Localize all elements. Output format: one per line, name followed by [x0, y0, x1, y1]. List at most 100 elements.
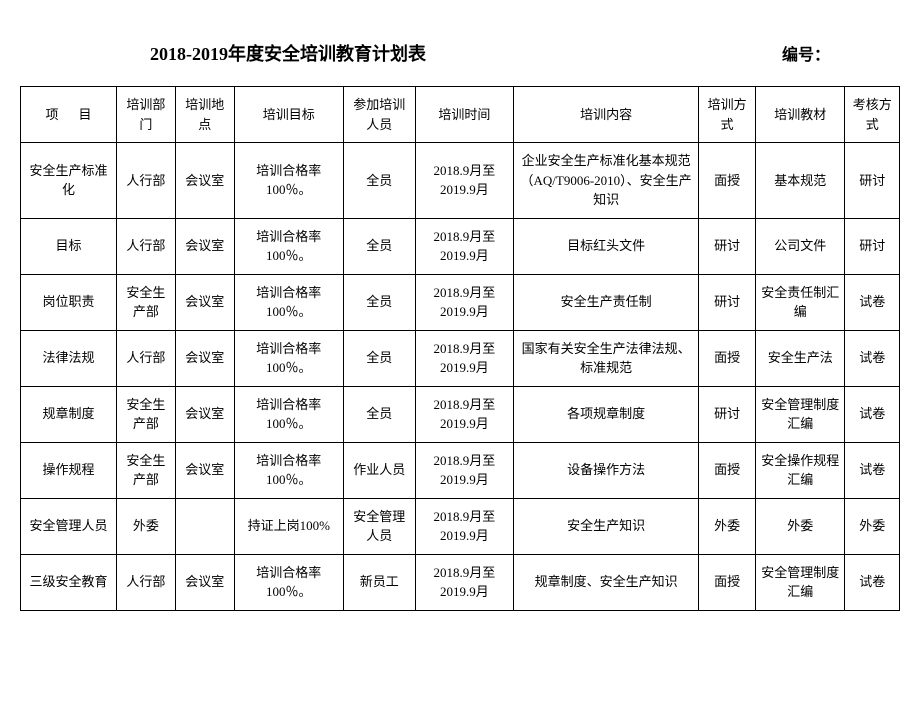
cell-time: 2018.9月至2019.9月 — [415, 442, 513, 498]
col-header-location: 培训地点 — [175, 87, 234, 143]
cell-material: 安全责任制汇编 — [756, 274, 845, 330]
col-header-assessment: 考核方式 — [845, 87, 900, 143]
page-title: 2018-2019年度安全培训教育计划表 — [150, 40, 426, 66]
cell-project: 三级安全教育 — [21, 554, 117, 610]
cell-goal: 培训合格率100％。 — [234, 554, 343, 610]
cell-time: 2018.9月至2019.9月 — [415, 218, 513, 274]
cell-content: 企业安全生产标准化基本规范（AQ/T9006-2010）、安全生产知识 — [513, 143, 698, 219]
cell-content: 规章制度、安全生产知识 — [513, 554, 698, 610]
cell-material: 安全管理制度汇编 — [756, 554, 845, 610]
doc-number-label: 编号： — [782, 47, 830, 64]
cell-goal: 培训合格率100％。 — [234, 330, 343, 386]
col-header-content: 培训内容 — [513, 87, 698, 143]
training-plan-table: 项目 培训部门 培训地点 培训目标 参加培训人员 培训时间 培训内容 培训方式 … — [20, 86, 900, 611]
cell-assessment: 外委 — [845, 498, 900, 554]
table-body: 安全生产标准化 人行部 会议室 培训合格率100％。 全员 2018.9月至20… — [21, 143, 900, 611]
cell-goal: 培训合格率100％。 — [234, 218, 343, 274]
cell-attendees: 作业人员 — [343, 442, 415, 498]
cell-attendees: 全员 — [343, 330, 415, 386]
cell-content: 各项规章制度 — [513, 386, 698, 442]
cell-assessment: 试卷 — [845, 442, 900, 498]
cell-location: 会议室 — [175, 330, 234, 386]
cell-dept: 人行部 — [116, 554, 175, 610]
cell-project: 法律法规 — [21, 330, 117, 386]
cell-time: 2018.9月至2019.9月 — [415, 498, 513, 554]
cell-content: 目标红头文件 — [513, 218, 698, 274]
cell-dept: 外委 — [116, 498, 175, 554]
cell-assessment: 研讨 — [845, 218, 900, 274]
table-row: 岗位职责 安全生产部 会议室 培训合格率100％。 全员 2018.9月至201… — [21, 274, 900, 330]
cell-material: 安全操作规程汇编 — [756, 442, 845, 498]
cell-time: 2018.9月至2019.9月 — [415, 554, 513, 610]
table-row: 目标 人行部 会议室 培训合格率100％。 全员 2018.9月至2019.9月… — [21, 218, 900, 274]
col-header-dept: 培训部门 — [116, 87, 175, 143]
cell-attendees: 新员工 — [343, 554, 415, 610]
cell-time: 2018.9月至2019.9月 — [415, 274, 513, 330]
cell-project: 操作规程 — [21, 442, 117, 498]
cell-time: 2018.9月至2019.9月 — [415, 143, 513, 219]
col-header-attendees: 参加培训人员 — [343, 87, 415, 143]
cell-content: 安全生产责任制 — [513, 274, 698, 330]
cell-goal: 培训合格率100％。 — [234, 274, 343, 330]
cell-material: 公司文件 — [756, 218, 845, 274]
cell-location: 会议室 — [175, 218, 234, 274]
cell-project: 目标 — [21, 218, 117, 274]
cell-attendees: 安全管理人员 — [343, 498, 415, 554]
cell-method: 面授 — [699, 330, 756, 386]
cell-location: 会议室 — [175, 442, 234, 498]
cell-method: 研讨 — [699, 274, 756, 330]
cell-material: 外委 — [756, 498, 845, 554]
table-row: 规章制度 安全生产部 会议室 培训合格率100％。 全员 2018.9月至201… — [21, 386, 900, 442]
cell-project: 安全管理人员 — [21, 498, 117, 554]
cell-method: 面授 — [699, 442, 756, 498]
cell-goal: 培训合格率100％。 — [234, 442, 343, 498]
col-header-material: 培训教材 — [756, 87, 845, 143]
cell-method: 研讨 — [699, 218, 756, 274]
cell-attendees: 全员 — [343, 143, 415, 219]
table-row: 法律法规 人行部 会议室 培训合格率100％。 全员 2018.9月至2019.… — [21, 330, 900, 386]
col-header-time: 培训时间 — [415, 87, 513, 143]
cell-location: 会议室 — [175, 554, 234, 610]
cell-project: 安全生产标准化 — [21, 143, 117, 219]
cell-content: 国家有关安全生产法律法规、标准规范 — [513, 330, 698, 386]
cell-time: 2018.9月至2019.9月 — [415, 386, 513, 442]
cell-location: 会议室 — [175, 143, 234, 219]
table-row: 三级安全教育 人行部 会议室 培训合格率100％。 新员工 2018.9月至20… — [21, 554, 900, 610]
cell-material: 基本规范 — [756, 143, 845, 219]
cell-attendees: 全员 — [343, 274, 415, 330]
col-header-goal: 培训目标 — [234, 87, 343, 143]
cell-assessment: 试卷 — [845, 554, 900, 610]
cell-attendees: 全员 — [343, 218, 415, 274]
cell-dept: 人行部 — [116, 330, 175, 386]
cell-assessment: 试卷 — [845, 386, 900, 442]
cell-assessment: 研讨 — [845, 143, 900, 219]
cell-content: 设备操作方法 — [513, 442, 698, 498]
cell-dept: 安全生产部 — [116, 442, 175, 498]
cell-dept: 人行部 — [116, 143, 175, 219]
document-header: 2018-2019年度安全培训教育计划表 编号： — [20, 40, 900, 66]
cell-project: 岗位职责 — [21, 274, 117, 330]
cell-dept: 安全生产部 — [116, 386, 175, 442]
cell-assessment: 试卷 — [845, 330, 900, 386]
col-header-method: 培训方式 — [699, 87, 756, 143]
cell-content: 安全生产知识 — [513, 498, 698, 554]
cell-goal: 持证上岗100% — [234, 498, 343, 554]
cell-time: 2018.9月至2019.9月 — [415, 330, 513, 386]
table-row: 安全生产标准化 人行部 会议室 培训合格率100％。 全员 2018.9月至20… — [21, 143, 900, 219]
cell-goal: 培训合格率100％。 — [234, 143, 343, 219]
cell-material: 安全生产法 — [756, 330, 845, 386]
cell-attendees: 全员 — [343, 386, 415, 442]
cell-goal: 培训合格率100％。 — [234, 386, 343, 442]
document-number: 编号： — [782, 41, 830, 65]
cell-dept: 人行部 — [116, 218, 175, 274]
cell-dept: 安全生产部 — [116, 274, 175, 330]
table-row: 操作规程 安全生产部 会议室 培训合格率100％。 作业人员 2018.9月至2… — [21, 442, 900, 498]
cell-location: 会议室 — [175, 274, 234, 330]
col-header-project: 项目 — [21, 87, 117, 143]
cell-material: 安全管理制度汇编 — [756, 386, 845, 442]
cell-assessment: 试卷 — [845, 274, 900, 330]
cell-location — [175, 498, 234, 554]
table-row: 安全管理人员 外委 持证上岗100% 安全管理人员 2018.9月至2019.9… — [21, 498, 900, 554]
table-header-row: 项目 培训部门 培训地点 培训目标 参加培训人员 培训时间 培训内容 培训方式 … — [21, 87, 900, 143]
cell-method: 外委 — [699, 498, 756, 554]
